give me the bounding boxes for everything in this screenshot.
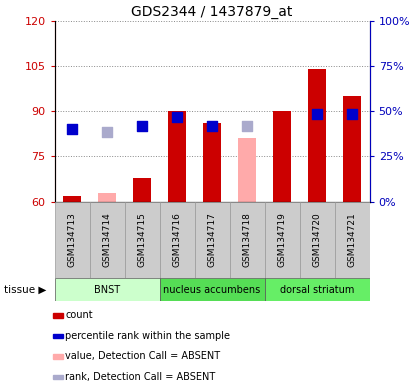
Text: GSM134717: GSM134717 xyxy=(207,213,217,267)
Bar xyxy=(63,195,81,202)
Point xyxy=(209,123,215,129)
Bar xyxy=(273,111,291,202)
Text: GSM134720: GSM134720 xyxy=(312,213,322,267)
Point xyxy=(174,114,181,121)
Point xyxy=(139,123,145,129)
Text: GSM134719: GSM134719 xyxy=(278,213,286,267)
Text: BNST: BNST xyxy=(94,285,120,295)
Bar xyxy=(239,139,256,202)
Point xyxy=(104,129,110,136)
Point xyxy=(349,111,355,118)
Bar xyxy=(194,202,230,278)
Bar xyxy=(168,111,186,202)
Bar xyxy=(265,202,299,278)
Text: value, Detection Call = ABSENT: value, Detection Call = ABSENT xyxy=(65,351,220,361)
Bar xyxy=(203,123,221,202)
Text: GSM134716: GSM134716 xyxy=(173,213,181,267)
Text: rank, Detection Call = ABSENT: rank, Detection Call = ABSENT xyxy=(65,372,215,382)
Bar xyxy=(344,96,361,202)
Bar xyxy=(52,334,63,338)
Bar xyxy=(335,202,370,278)
Text: count: count xyxy=(65,310,93,321)
Point xyxy=(69,126,76,132)
Bar xyxy=(160,202,194,278)
Text: GSM134713: GSM134713 xyxy=(68,213,76,267)
Bar xyxy=(230,202,265,278)
Bar xyxy=(134,177,151,202)
Bar xyxy=(160,278,265,301)
Text: GSM134714: GSM134714 xyxy=(102,213,112,267)
Bar xyxy=(125,202,160,278)
Text: GSM134715: GSM134715 xyxy=(138,213,147,267)
Bar xyxy=(299,202,335,278)
Point xyxy=(244,123,250,129)
Bar xyxy=(308,69,326,202)
Bar xyxy=(55,278,160,301)
Text: dorsal striatum: dorsal striatum xyxy=(280,285,354,295)
Point xyxy=(314,111,320,118)
Bar xyxy=(89,202,125,278)
Bar xyxy=(265,278,370,301)
Text: GSM134718: GSM134718 xyxy=(243,213,252,267)
Bar xyxy=(98,193,116,202)
Title: GDS2344 / 1437879_at: GDS2344 / 1437879_at xyxy=(131,5,293,19)
Text: tissue ▶: tissue ▶ xyxy=(4,285,47,295)
Bar xyxy=(52,313,63,318)
Text: GSM134721: GSM134721 xyxy=(348,213,357,267)
Text: percentile rank within the sample: percentile rank within the sample xyxy=(65,331,230,341)
Text: nucleus accumbens: nucleus accumbens xyxy=(163,285,261,295)
Bar xyxy=(52,374,63,379)
Bar xyxy=(55,202,89,278)
Bar xyxy=(52,354,63,359)
